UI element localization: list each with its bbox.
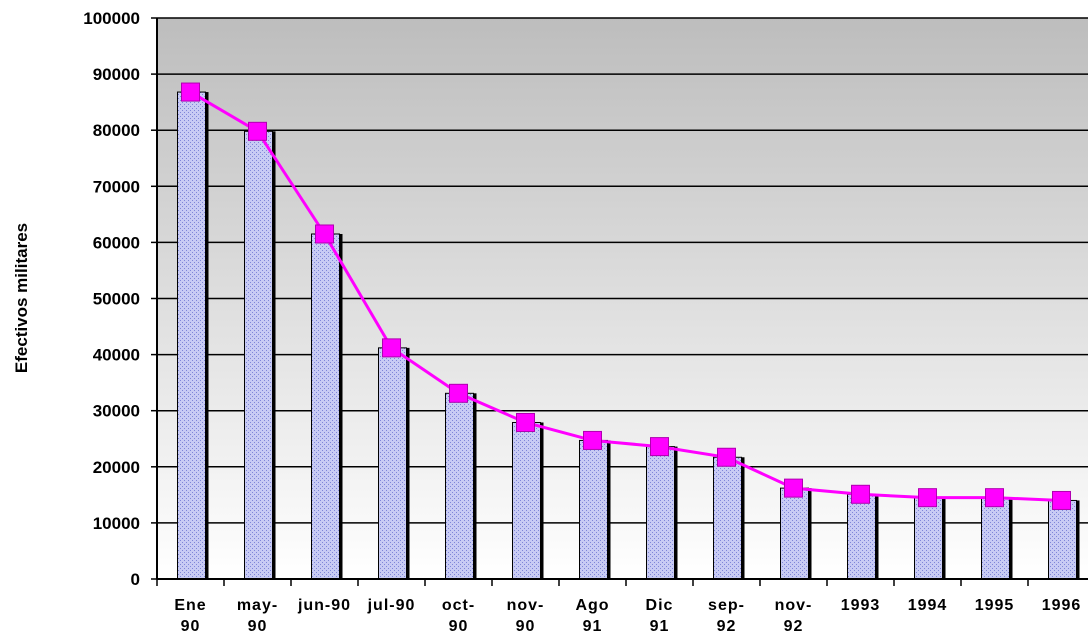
line-marker (315, 224, 334, 244)
x-tick-label: Ene 90 (174, 597, 206, 635)
y-tick-label: 90000 (93, 65, 140, 84)
y-tick-label: 50000 (93, 290, 140, 309)
y-tick-label: 100000 (83, 9, 140, 28)
x-tick-label: jun-90 (297, 597, 351, 614)
x-tick-label: nov-92 (775, 597, 813, 635)
bar (981, 497, 1010, 580)
bar (914, 497, 943, 580)
bar (713, 456, 742, 580)
x-tick-label: 1993 (841, 597, 881, 614)
line-marker (516, 412, 535, 432)
line-marker (918, 488, 937, 508)
series-line (189, 90, 1062, 502)
line-marker (181, 82, 200, 102)
line-marker (583, 430, 602, 450)
line-marker (650, 437, 669, 457)
bar (780, 487, 809, 580)
bar (311, 233, 340, 580)
line-marker (248, 121, 267, 141)
y-tick-label: 70000 (93, 177, 140, 196)
line-marker (382, 338, 401, 358)
bar (378, 347, 407, 580)
y-tick-label: 80000 (93, 121, 140, 140)
x-tick-label: 1995 (975, 597, 1015, 614)
bar (244, 130, 273, 580)
x-tick-label: oct-90 (442, 597, 475, 635)
x-tick-label: Dic 91 (646, 597, 674, 635)
y-tick-label: 20000 (93, 458, 140, 477)
x-tick-label: Ago 91 (575, 597, 609, 635)
y-axis-label: Efectivos militares (12, 223, 31, 373)
y-tick-label: 40000 (93, 346, 140, 365)
y-tick-label: 10000 (93, 514, 140, 533)
x-tick-label: 1996 (1042, 597, 1082, 614)
x-tick-label: sep-92 (708, 597, 745, 635)
bar (847, 493, 876, 580)
line-marker (1052, 490, 1071, 510)
line-marker (717, 447, 736, 467)
x-tick-label: may-90 (237, 597, 278, 635)
line-marker (449, 383, 468, 403)
x-tick-label: 1994 (908, 597, 948, 614)
line-marker (851, 484, 870, 504)
bar (1048, 499, 1077, 580)
x-tick-label: jul-90 (367, 597, 416, 614)
y-tick-label: 0 (131, 570, 140, 589)
line-marker (784, 478, 803, 498)
bar (579, 439, 608, 580)
bar (177, 91, 206, 580)
y-tick-label: 60000 (93, 233, 140, 252)
line-marker (985, 488, 1004, 508)
bar (646, 446, 675, 580)
bar (512, 421, 541, 580)
x-tick-label: nov-90 (507, 597, 545, 635)
bar (445, 392, 474, 580)
y-tick-label: 30000 (93, 402, 140, 421)
